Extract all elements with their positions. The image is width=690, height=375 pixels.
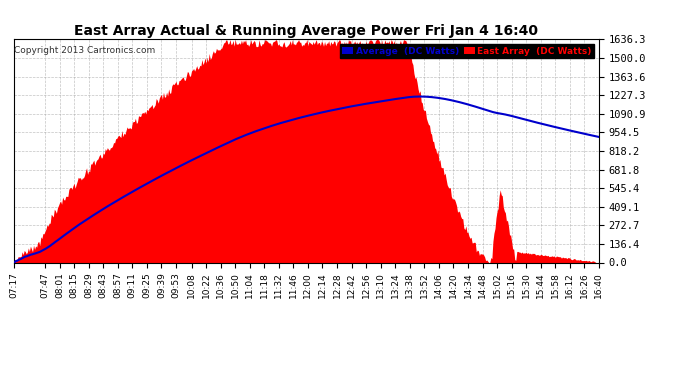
Legend: Average  (DC Watts), East Array  (DC Watts): Average (DC Watts), East Array (DC Watts… [339,44,594,58]
Title: East Array Actual & Running Average Power Fri Jan 4 16:40: East Array Actual & Running Average Powe… [75,24,538,38]
Text: Copyright 2013 Cartronics.com: Copyright 2013 Cartronics.com [14,46,156,55]
